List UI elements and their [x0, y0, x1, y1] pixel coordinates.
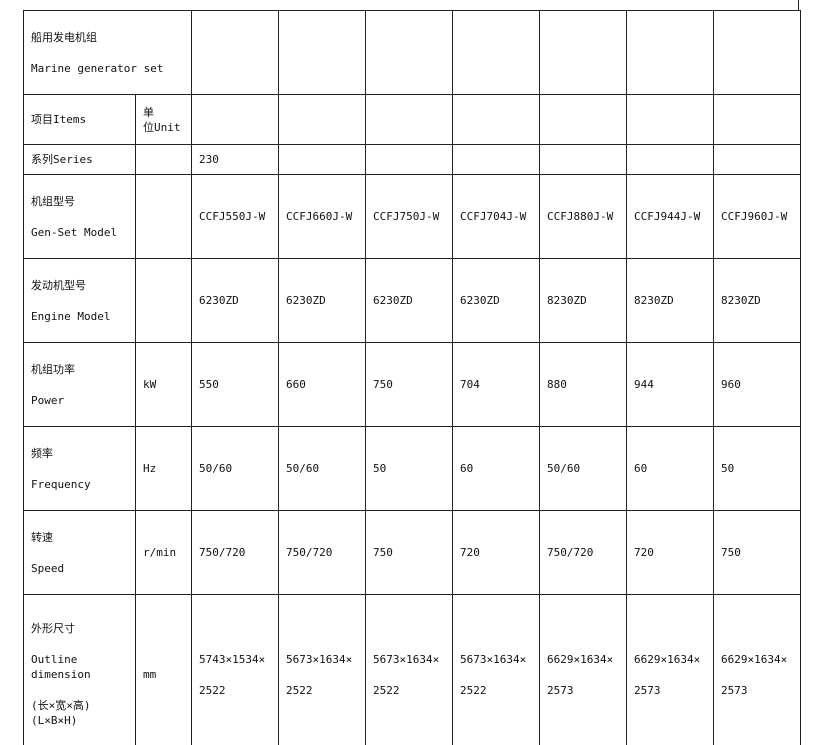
outline-label: 外形尺寸 Outline dimension (长×宽×高) (L×B×H): [23, 594, 136, 745]
title-en: Marine generator set: [31, 61, 164, 75]
frequency-row: 频率 Frequency Hz 50/60 50/60 50 60 50/60 60 50: [23, 426, 801, 511]
items-header: 项目Items: [23, 94, 136, 145]
engine-value: 6230ZD: [365, 258, 453, 343]
speed-label: 转速 Speed: [23, 510, 136, 595]
speed-value: 750/720: [191, 510, 279, 595]
frequency-value: 50/60: [191, 426, 279, 511]
series-value: 230: [191, 144, 279, 175]
model-label: 机组型号 Gen-Set Model: [23, 174, 136, 259]
outline-value: 5673×1634× 2522: [452, 594, 540, 745]
power-label: 机组功率 Power: [23, 342, 136, 427]
outline-value: 6629×1634× 2573: [713, 594, 801, 745]
frequency-label: 频率 Frequency: [23, 426, 136, 511]
power-row: 机组功率 Power kW 550 660 750 704 880 944 960: [23, 342, 801, 427]
frequency-value: 50: [365, 426, 453, 511]
speed-value: 750: [365, 510, 453, 595]
speed-value: 720: [626, 510, 714, 595]
speed-row: 转速 Speed r/min 750/720 750/720 750 720 750/720 7…: [23, 510, 801, 595]
power-value: 704: [452, 342, 540, 427]
outline-value: 6629×1634× 2573: [626, 594, 714, 745]
power-value: 880: [539, 342, 627, 427]
frequency-value: 50: [713, 426, 801, 511]
engine-row: 发动机型号 Engine Model 6230ZD 6230ZD 6230ZD 6230Z…: [23, 258, 801, 343]
series-unit: [135, 144, 192, 175]
title-cn: 船用发电机组: [31, 30, 97, 44]
speed-value: 750: [713, 510, 801, 595]
model-value: CCFJ880J-W: [539, 174, 627, 259]
model-value: CCFJ704J-W: [452, 174, 540, 259]
model-value: CCFJ750J-W: [365, 174, 453, 259]
speed-value: 720: [452, 510, 540, 595]
header-row: 项目Items 单位Unit: [23, 94, 801, 145]
engine-unit: [135, 258, 192, 343]
speed-unit: r/min: [135, 510, 192, 595]
frequency-unit: Hz: [135, 426, 192, 511]
engine-value: 6230ZD: [278, 258, 366, 343]
page-edge-line: [798, 0, 799, 10]
engine-label: 发动机型号 Engine Model: [23, 258, 136, 343]
engine-value: 6230ZD: [452, 258, 540, 343]
model-unit: [135, 174, 192, 259]
series-label: 系列Series: [23, 144, 136, 175]
speed-value: 750/720: [539, 510, 627, 595]
power-value: 750: [365, 342, 453, 427]
model-value: CCFJ550J-W: [191, 174, 279, 259]
series-row: 系列Series 230: [23, 144, 801, 175]
speed-value: 750/720: [278, 510, 366, 595]
frequency-value: 60: [626, 426, 714, 511]
power-value: 944: [626, 342, 714, 427]
outline-unit: mm: [135, 594, 192, 745]
model-value: CCFJ660J-W: [278, 174, 366, 259]
engine-value: 8230ZD: [539, 258, 627, 343]
title-cell: 船用发电机组 Marine generator set: [23, 10, 192, 95]
power-value: 550: [191, 342, 279, 427]
title-row: 船用发电机组 Marine generator set: [23, 10, 801, 95]
outline-value: 5743×1534× 2522: [191, 594, 279, 745]
frequency-value: 50/60: [278, 426, 366, 511]
outline-row: 外形尺寸 Outline dimension (长×宽×高) (L×B×H) mm …: [23, 594, 801, 745]
outline-value: 6629×1634× 2573: [539, 594, 627, 745]
power-value: 660: [278, 342, 366, 427]
model-value: CCFJ944J-W: [626, 174, 714, 259]
model-value: CCFJ960J-W: [713, 174, 801, 259]
outline-value: 5673×1634× 2522: [278, 594, 366, 745]
engine-value: 8230ZD: [713, 258, 801, 343]
model-row: 机组型号 Gen-Set Model CCFJ550J-W CCFJ660J-W CCF…: [23, 174, 801, 259]
generator-spec-table: 船用发电机组 Marine generator set 项目Items 单位Un…: [23, 10, 801, 745]
engine-value: 6230ZD: [191, 258, 279, 343]
power-unit: kW: [135, 342, 192, 427]
unit-header: 单位Unit: [135, 94, 192, 145]
frequency-value: 60: [452, 426, 540, 511]
outline-value: 5673×1634× 2522: [365, 594, 453, 745]
engine-value: 8230ZD: [626, 258, 714, 343]
power-value: 960: [713, 342, 801, 427]
frequency-value: 50/60: [539, 426, 627, 511]
